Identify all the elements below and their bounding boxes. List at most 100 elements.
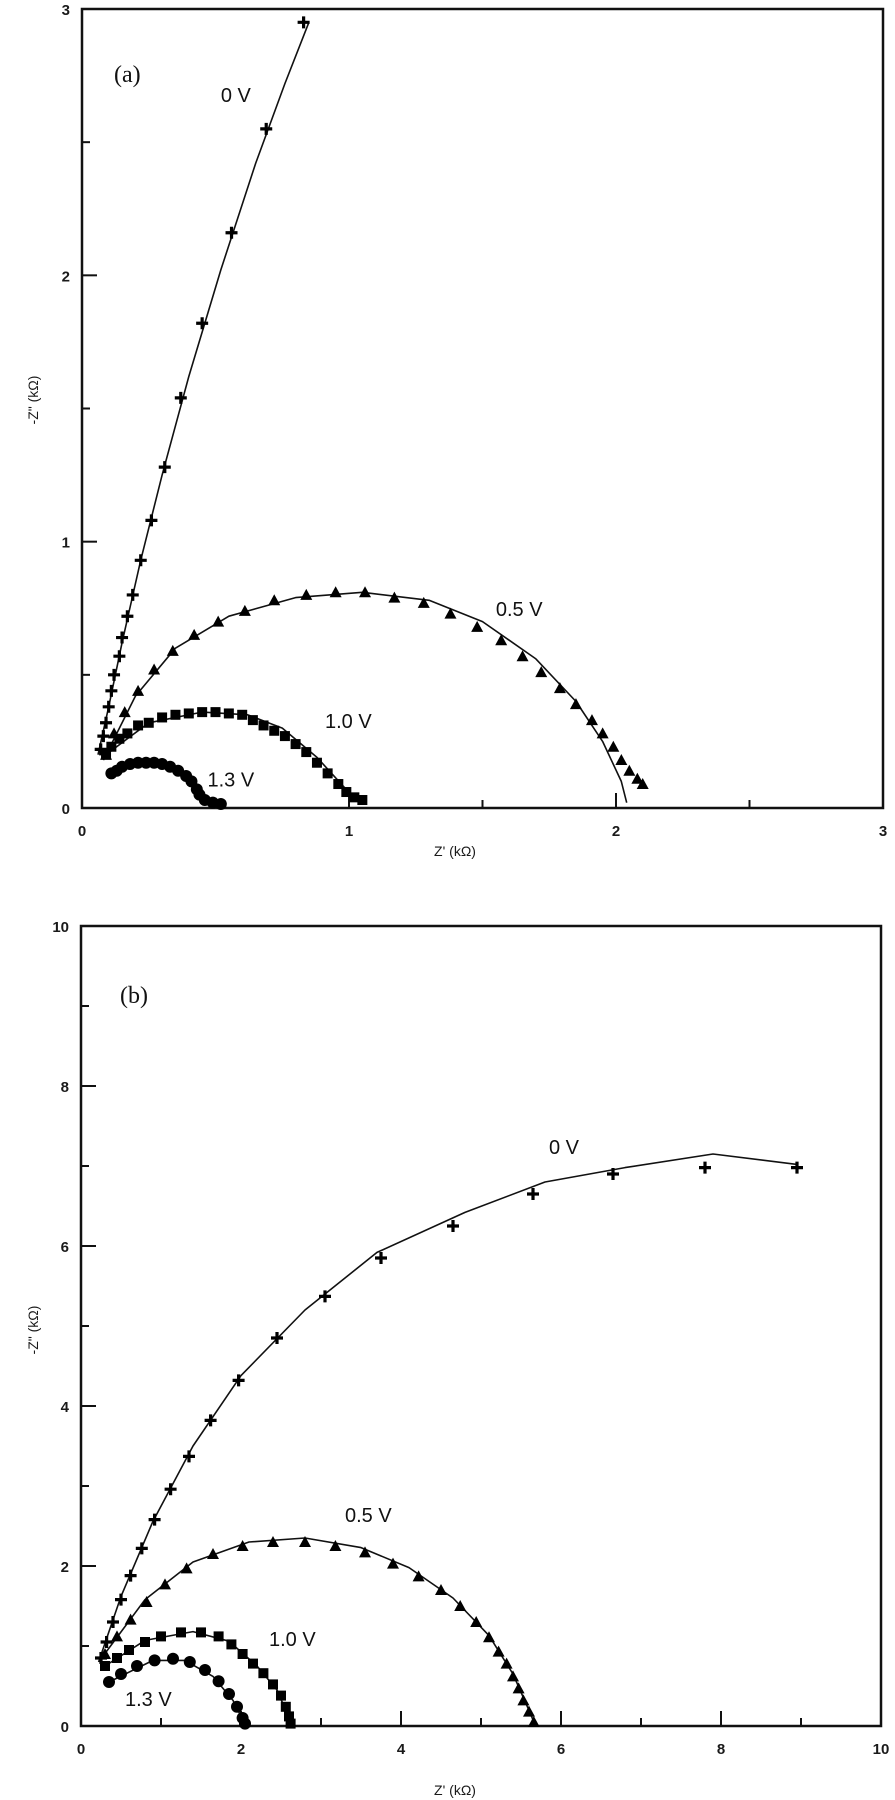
x-tick-label: 2 <box>237 1741 245 1758</box>
fit-line <box>102 591 628 803</box>
x-tick-label: 2 <box>612 823 620 840</box>
triangle-marker <box>596 727 609 739</box>
series-label: 1.3 V <box>125 1689 172 1711</box>
plus-marker <box>183 1450 195 1463</box>
plus-marker <box>319 1290 331 1303</box>
circle-marker <box>231 1700 243 1713</box>
square-marker <box>157 712 168 723</box>
series-label: 0.5 V <box>496 599 543 621</box>
series-label: 1.0 V <box>325 711 372 733</box>
plus-marker <box>115 1593 127 1606</box>
fit-line <box>97 1153 798 1663</box>
series-1_0V: 1.0 V <box>101 707 372 806</box>
square-marker <box>223 708 234 719</box>
plus-marker <box>158 461 171 474</box>
triangle-marker <box>359 1546 371 1558</box>
triangle-marker <box>207 1548 219 1559</box>
series-1_3V: 1.3 V <box>103 1652 251 1730</box>
triangle-marker <box>111 1630 123 1642</box>
plus-marker <box>126 588 139 601</box>
square-marker <box>357 795 368 806</box>
plus-marker <box>135 1542 148 1555</box>
triangle-marker <box>454 1600 467 1611</box>
triangle-marker <box>483 1631 495 1643</box>
plus-marker <box>527 1188 539 1200</box>
triangle-marker <box>329 586 342 598</box>
square-marker <box>285 1718 296 1729</box>
triangle-marker <box>387 1557 399 1569</box>
square-marker <box>341 787 352 798</box>
square-marker <box>156 1631 166 1642</box>
triangle-marker <box>267 1536 279 1547</box>
square-marker <box>269 725 280 736</box>
triangle-marker <box>132 684 145 696</box>
circle-marker <box>115 1668 127 1680</box>
triangle-marker <box>118 706 131 718</box>
square-marker <box>170 709 181 720</box>
plus-marker <box>116 631 129 644</box>
x-tick-label: 8 <box>717 1741 725 1758</box>
panel-a-label: (a) <box>114 62 141 88</box>
circle-marker <box>148 1654 161 1667</box>
plus-marker <box>225 226 238 239</box>
panel-b-label: (b) <box>120 983 148 1009</box>
triangle-marker <box>435 1584 447 1595</box>
panel-a-x-axis-title: Z' (kΩ) <box>434 843 476 859</box>
plus-marker <box>375 1252 387 1264</box>
square-marker <box>322 768 333 779</box>
plus-marker <box>134 554 147 567</box>
fit-line <box>97 22 310 755</box>
square-marker <box>311 757 322 768</box>
triangle-marker <box>569 698 582 710</box>
plus-marker <box>102 700 115 713</box>
plus-marker <box>148 1513 161 1526</box>
triangle-marker <box>607 740 620 752</box>
triangle-marker <box>300 588 313 600</box>
plus-marker <box>174 391 187 404</box>
triangle-marker <box>553 682 566 694</box>
panel-b-y-axis-title: -Z" (kΩ) <box>25 1306 41 1355</box>
triangle-marker <box>623 764 636 776</box>
series-1_3V: 1.3 V <box>105 756 255 811</box>
series-0_5V: 0.5 V <box>99 1505 540 1727</box>
x-tick-label: 1 <box>345 823 353 840</box>
plus-marker <box>94 743 107 756</box>
square-marker <box>333 779 344 790</box>
triangle-marker <box>512 1682 525 1694</box>
y-tick-label: 10 <box>52 919 69 936</box>
plus-marker <box>145 514 158 527</box>
triangle-marker <box>636 778 649 790</box>
plus-marker <box>121 610 134 623</box>
square-marker <box>258 1668 269 1679</box>
square-marker <box>226 1639 237 1650</box>
triangle-marker <box>631 772 644 784</box>
square-marker <box>143 717 154 728</box>
series-label: 0.5 V <box>345 1505 392 1527</box>
triangle-marker <box>188 628 201 640</box>
circle-marker <box>214 798 227 811</box>
square-marker <box>280 1701 291 1712</box>
series-0_5V: 0.5 V <box>100 586 649 803</box>
x-tick-label: 10 <box>873 1741 890 1758</box>
square-marker <box>210 707 221 718</box>
y-tick-label: 0 <box>62 801 70 818</box>
square-marker <box>197 707 208 718</box>
triangle-marker <box>212 615 225 627</box>
triangle-marker <box>495 634 508 646</box>
plus-marker <box>271 1332 283 1344</box>
plus-marker <box>196 317 209 330</box>
triangle-marker <box>329 1540 342 1551</box>
square-marker <box>196 1627 206 1638</box>
series-0V: 0 V <box>94 16 310 756</box>
x-tick-label: 4 <box>397 1741 406 1758</box>
plus-marker <box>232 1374 245 1387</box>
triangle-marker <box>492 1645 505 1657</box>
triangle-marker <box>166 644 179 656</box>
square-marker <box>268 1679 278 1690</box>
triangle-marker <box>507 1670 519 1682</box>
triangle-marker <box>268 594 281 606</box>
plus-marker <box>204 1414 217 1427</box>
square-marker <box>279 731 290 742</box>
triangle-marker <box>99 1648 111 1659</box>
